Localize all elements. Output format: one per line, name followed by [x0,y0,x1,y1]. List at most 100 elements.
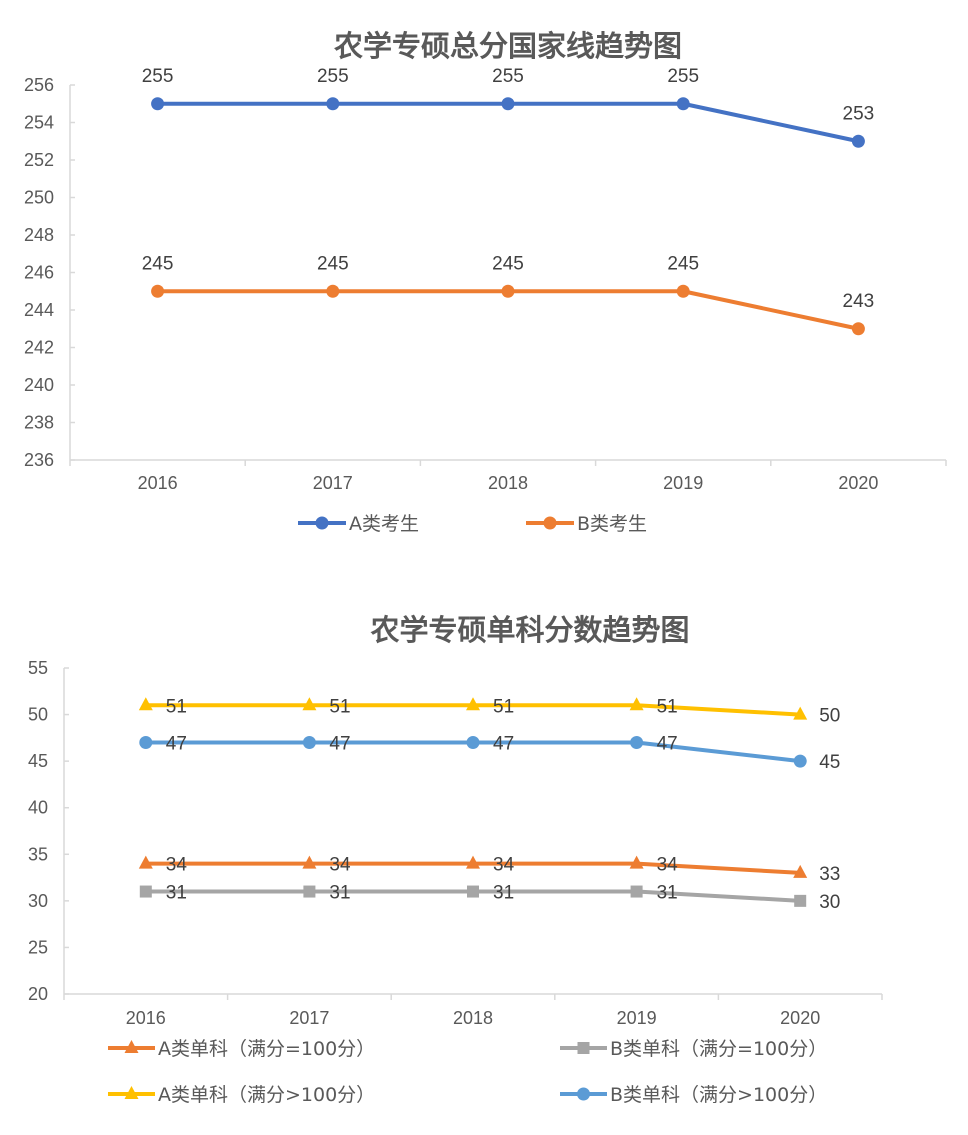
data-point [466,855,480,869]
data-point [851,134,865,148]
legend-item: A类单科（满分=100分） [108,1038,375,1060]
legend-item: A类单科（满分>100分） [108,1084,375,1106]
legend-marker [577,1042,590,1054]
legend-marker [124,1040,139,1053]
y-tick-label: 244 [24,300,54,320]
y-tick-label: 240 [24,375,54,395]
data-point [501,284,515,298]
chart-1: 农学专硕总分国家线趋势图 236 238 240 242 244 246 248 250 252 2… [24,29,947,535]
data-point [630,885,643,898]
legend-item: A类考生 [298,513,419,535]
series-1: 34 34 34 34 33 [138,855,840,885]
data-point [139,736,153,750]
data-point [466,736,480,750]
data-label: 34 [166,855,188,876]
y-tick-label: 238 [24,413,54,433]
data-label: 51 [166,696,187,717]
y-tick-label: 254 [24,113,54,133]
data-label: 255 [667,66,699,87]
chart-title: 农学专硕单科分数趋势图 [369,613,689,647]
y-tick-label: 20 [28,984,48,1004]
legend-item: B类单科（满分>100分） [560,1084,827,1106]
data-label: 243 [843,291,875,312]
data-point [138,855,153,869]
data-point [676,284,690,298]
data-point [793,706,808,720]
data-label: 30 [819,892,840,913]
data-label: 47 [493,734,514,755]
y-tick-label: 256 [24,75,54,95]
data-label: 31 [493,883,514,904]
x-tick-label: 2017 [289,1008,329,1028]
data-point [630,736,644,750]
legend-item: B类单科（满分=100分） [560,1038,827,1060]
data-point [629,697,644,711]
x-tick-label: 2016 [126,1008,166,1028]
data-point [466,697,480,711]
data-label: 31 [166,883,187,904]
data-label: 51 [329,696,350,717]
chart-2: 农学专硕单科分数趋势图 20 25 30 35 40 45 50 55 2016 2017 2018 2… [28,613,883,1106]
data-point [138,697,153,711]
series-3: 51 51 51 51 50 [138,696,840,727]
y-tick-label: 246 [24,263,54,283]
legend-label: A类考生 [349,513,419,535]
data-label: 245 [317,253,349,274]
data-label: 253 [843,103,875,124]
data-point [151,97,165,111]
y-tick-label: 55 [28,658,48,678]
legend-label: B类单科（满分=100分） [610,1038,827,1060]
data-label: 255 [317,66,349,87]
legend-label: A类单科（满分>100分） [158,1084,375,1106]
x-tick-label: 2020 [780,1008,820,1028]
y-tick-label: 250 [24,188,54,208]
data-label: 47 [166,734,187,755]
data-point [794,894,807,907]
data-point [139,885,152,898]
x-tick-label: 2019 [663,473,703,493]
y-tick-label: 50 [28,705,48,725]
legend-label: A类单科（满分=100分） [158,1038,375,1060]
data-label: 34 [493,855,515,876]
data-point [326,284,340,298]
x-tick-label: 2020 [838,473,878,493]
series-4: 47 47 47 47 45 [139,734,840,773]
data-point [302,855,317,869]
series-2: 245 245 245 245 243 [142,253,875,336]
y-tick-label: 45 [28,751,48,771]
data-label: 245 [667,253,699,274]
y-tick-label: 242 [24,338,54,358]
y-tick-label: 30 [28,891,48,911]
x-tick-label: 2018 [453,1008,493,1028]
data-label: 51 [493,696,514,717]
legend-marker [315,516,329,530]
x-tick-label: 2016 [138,473,178,493]
data-point [302,697,317,711]
x-tick-label: 2019 [617,1008,657,1028]
x-tick-label: 2018 [488,473,528,493]
data-point [303,885,316,898]
data-label: 33 [819,864,840,885]
y-tick-label: 25 [28,937,48,957]
data-label: 47 [657,734,678,755]
legend-label: B类考生 [577,513,647,535]
legend-label: B类单科（满分>100分） [610,1084,827,1106]
data-point [629,855,644,869]
data-label: 34 [329,855,351,876]
y-tick-label: 248 [24,225,54,245]
legend-marker [577,1087,590,1101]
data-point [793,864,808,878]
chart-title: 农学专硕总分国家线趋势图 [333,29,682,63]
y-tick-label: 236 [24,450,54,470]
series-2: 31 31 31 31 30 [139,883,840,913]
data-label: 45 [819,752,840,773]
data-point [467,885,479,898]
legend-item: B类考生 [526,513,647,535]
data-point [793,754,807,768]
x-tick-label: 2017 [313,473,353,493]
y-tick-label: 252 [24,150,54,170]
data-label: 47 [329,734,350,755]
data-label: 255 [142,66,174,87]
data-point [501,97,515,111]
